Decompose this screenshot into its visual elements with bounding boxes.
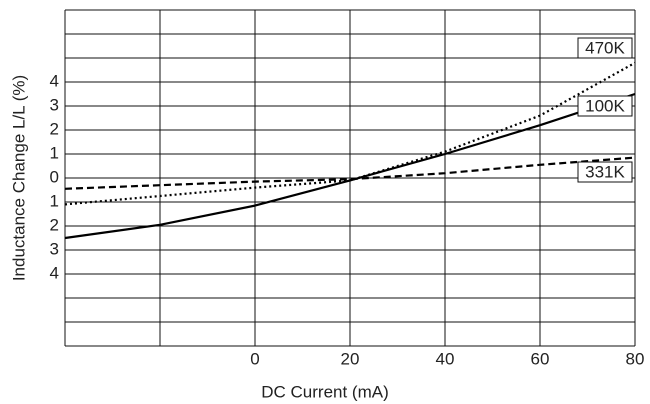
series-label-box — [577, 37, 633, 59]
y-tick-label: 4 — [50, 263, 59, 282]
y-tick-label: 4 — [50, 71, 59, 90]
series-label-box — [577, 95, 633, 117]
x-tick-label: 60 — [531, 349, 550, 368]
y-tick-label: 1 — [50, 143, 59, 162]
y-tick-label: 2 — [50, 215, 59, 234]
series-line — [64, 156, 636, 190]
series-label: 470K — [585, 38, 625, 57]
series-label-box — [577, 161, 633, 183]
x-tick-label: 20 — [341, 349, 360, 368]
series-label: 331K — [585, 162, 625, 181]
series-line — [64, 92, 636, 240]
x-tick-label: 80 — [626, 349, 645, 368]
x-tick-label: 40 — [436, 349, 455, 368]
y-tick-label: 3 — [50, 95, 59, 114]
y-tick-label: 0 — [50, 167, 59, 186]
y-tick-label: 3 — [50, 239, 59, 258]
y-tick-label: 2 — [50, 119, 59, 138]
y-tick-label: 1 — [50, 191, 59, 210]
y-axis-label: Inductance Change L/L (%) — [9, 75, 28, 281]
x-tick-label: 0 — [250, 349, 259, 368]
x-axis-label: DC Current (mA) — [261, 382, 389, 401]
series-label: 100K — [585, 96, 625, 115]
